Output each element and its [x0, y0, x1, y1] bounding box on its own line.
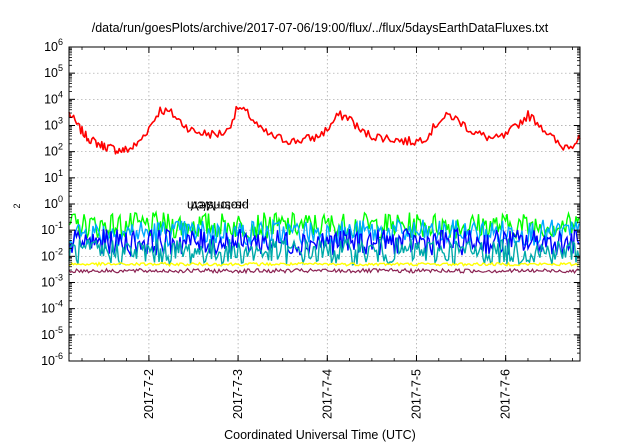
y-tick-label: 10-1: [41, 220, 63, 237]
x-axis-label: Coordinated Universal Time (UTC): [224, 428, 416, 442]
y-tick-label: 10-5: [41, 325, 63, 342]
y-tick-label: 100: [44, 194, 63, 211]
series-line: [68, 209, 580, 241]
y-tick-label: 102: [44, 142, 63, 159]
y-tick-label: 104: [44, 89, 63, 106]
series-line: [68, 105, 581, 155]
y-tick-label: 10-2: [41, 246, 63, 263]
y-tick-label: 101: [44, 168, 63, 185]
y-tick-label: 10-6: [41, 351, 63, 368]
x-tick-label: 2017-7-2: [142, 369, 156, 419]
plot-frame: [68, 46, 581, 362]
series-line: [68, 217, 580, 248]
x-tick-label: 2017-7-6: [499, 369, 513, 419]
series-line: [68, 261, 580, 268]
series-line: [68, 267, 580, 275]
y-tick-label: 103: [44, 116, 63, 133]
x-tick-label: 2017-7-4: [320, 369, 334, 419]
y-tick-label: 10-4: [41, 299, 63, 316]
x-tick-label: 2017-7-3: [231, 369, 245, 419]
y-tick-label: 106: [44, 37, 63, 54]
y-tick-label: 105: [44, 63, 63, 80]
series-line: [68, 236, 580, 267]
y-tick-label: 10-3: [41, 273, 63, 290]
x-tick-label: 2017-7-5: [409, 369, 423, 419]
chart-title: /data/run/goesPlots/archive/2017-07-06/1…: [91, 21, 549, 35]
